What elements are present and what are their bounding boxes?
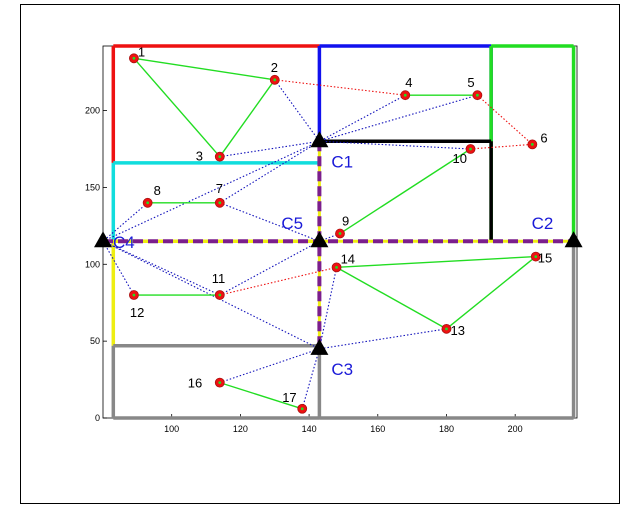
node-label: 2 [271,60,278,75]
node-label: 9 [342,214,349,229]
sensor-node-center [218,381,222,385]
sensor-node-center [218,155,222,159]
blue-link [219,202,320,242]
blue-link [319,94,478,142]
cluster-head [564,231,583,248]
sensor-node-center [475,93,479,97]
blue-link [102,202,149,242]
blue-link [319,328,447,350]
blue-link [274,79,320,142]
node-label: 16 [188,376,202,391]
red-link [274,79,406,96]
sensor-node-center [146,201,150,205]
node-label: 13 [450,323,464,338]
cluster-label: C2 [532,214,554,233]
cluster-head [310,338,329,355]
x-tick-label: 140 [302,424,317,434]
y-tick-label: 100 [85,259,100,269]
sensor-node-center [403,93,407,97]
node-label: 4 [405,75,412,90]
y-tick-label: 50 [90,336,100,346]
blue-link [219,240,320,296]
node-label: 6 [540,130,547,145]
blue-link [301,348,320,409]
blue-link [319,94,406,142]
node-label: 10 [453,151,467,166]
y-tick-label: 0 [95,413,100,423]
node-label: 12 [130,305,144,320]
x-tick-label: 120 [233,424,248,434]
sensor-node-center [273,78,277,82]
green-link [336,255,536,269]
blue-link [219,140,320,204]
red-link [470,143,533,150]
node-label: 3 [196,149,203,164]
red-link [219,266,337,296]
node-label: 7 [216,181,223,196]
sensor-node-center [469,147,472,151]
x-tick-label: 100 [164,424,179,434]
cluster-label: C4 [113,233,135,252]
red-link [477,94,533,145]
cluster-head [310,131,329,148]
sensor-node-center [218,201,222,205]
x-tick-label: 180 [439,424,454,434]
green-link [336,266,447,330]
node-label: 15 [538,251,552,266]
sensor-node-center [534,255,538,258]
green-link [133,57,221,158]
cluster-label: C3 [331,360,353,379]
sensor-node-center [132,293,136,297]
y-tick-label: 200 [85,106,100,116]
x-tick-label: 200 [508,424,523,434]
blue-link [102,140,320,242]
green-link [339,148,471,235]
blue-link [318,267,338,349]
sensor-node-center [300,407,304,411]
cluster-label: C5 [281,214,303,233]
sensor-node-center [530,142,534,146]
sensor-node-center [132,56,136,60]
node-label: 11 [212,271,226,286]
node-label: 14 [341,251,355,266]
sensor-node-center [338,232,342,235]
node-label: 5 [467,75,474,90]
node-label: 1 [138,44,145,59]
green-link [133,57,275,81]
node-label: 8 [154,183,161,198]
blue-link [102,240,221,296]
green-link [219,79,276,158]
node-label: 17 [282,390,296,405]
sensor-node-center [335,265,338,269]
blue-link [219,348,320,384]
blue-link [219,140,320,158]
green-link [219,381,303,410]
x-tick-label: 160 [370,424,385,434]
cluster-label: C1 [331,152,353,171]
sensor-node-center [218,293,222,297]
y-tick-label: 150 [85,182,100,192]
cluster-head [94,231,112,248]
figure-frame [20,4,620,504]
sensor-node-center [445,327,448,331]
cluster-head [310,231,329,248]
green-link [446,256,537,330]
blue-link [319,140,471,150]
